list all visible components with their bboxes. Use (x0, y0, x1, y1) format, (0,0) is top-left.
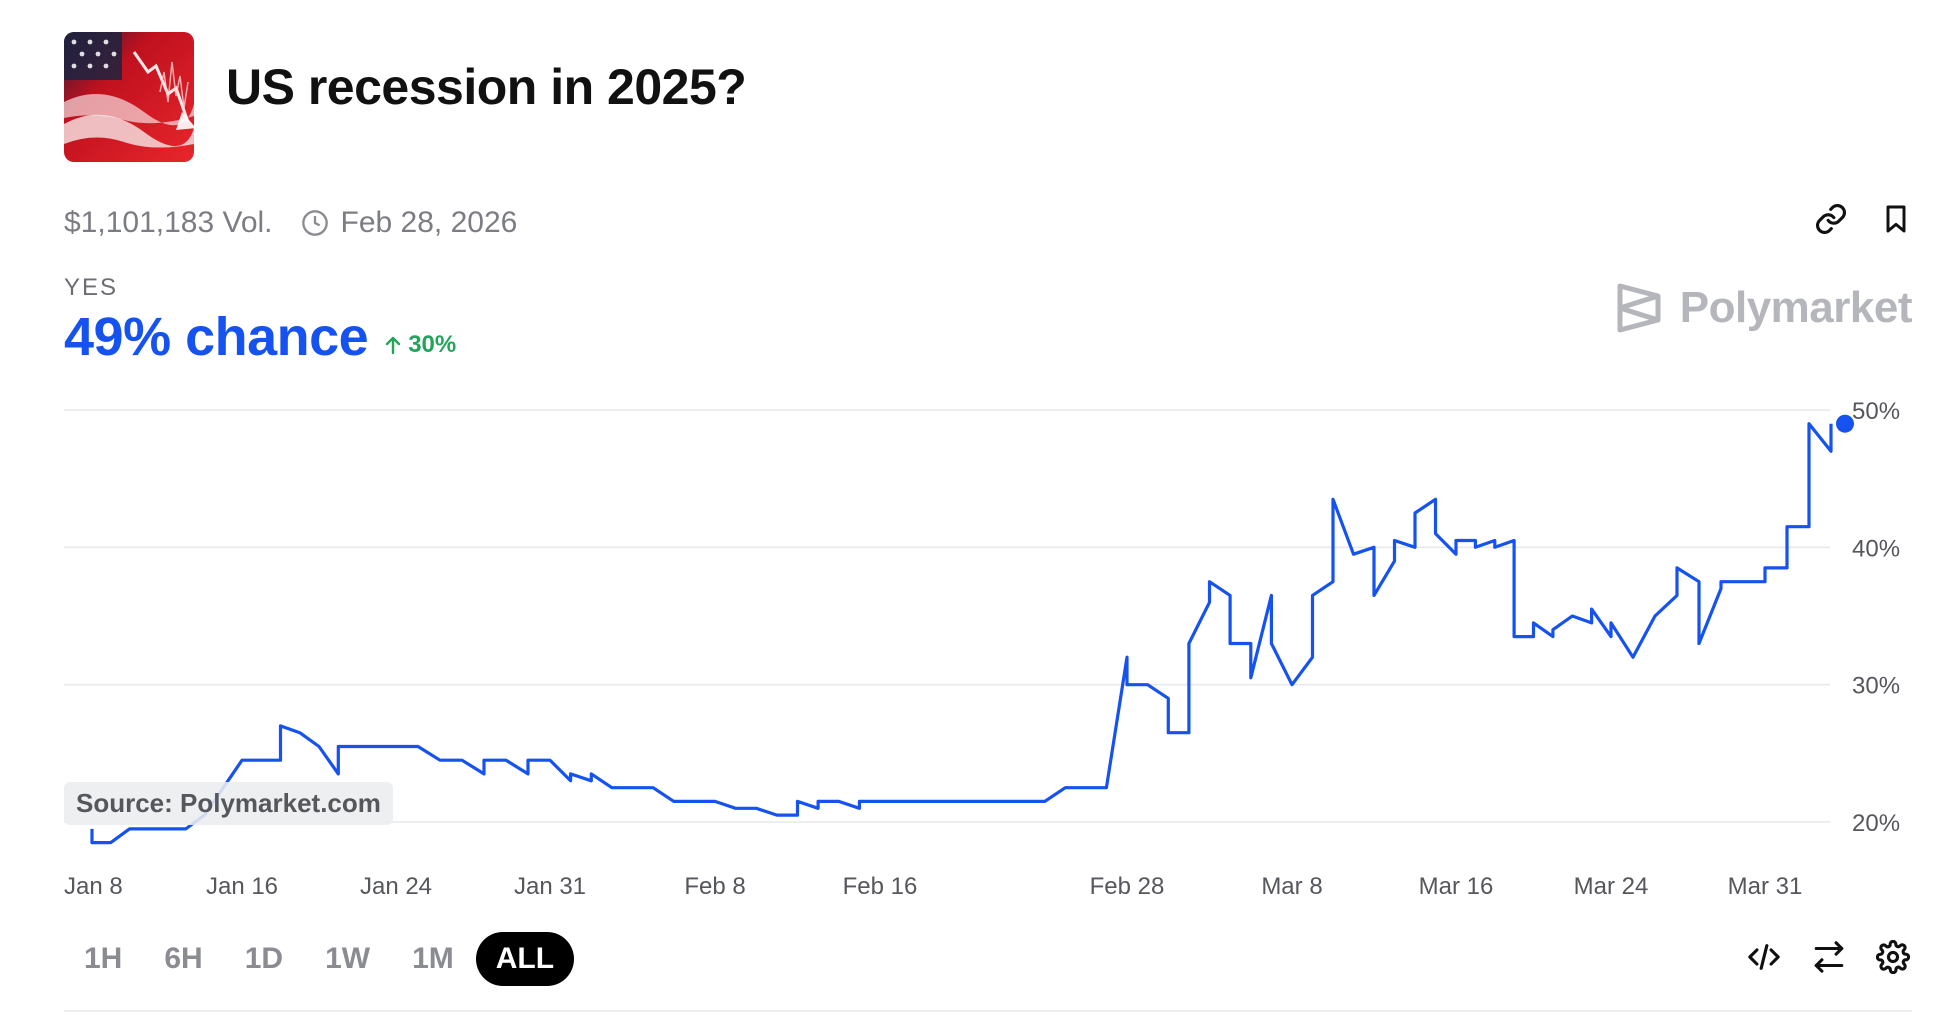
chance-row: 49% chance 30% (64, 306, 456, 368)
y-axis-labels: 50% 40% 30% 20% (1852, 398, 1900, 837)
clock-icon (301, 209, 329, 237)
x-tick-label: Feb 16 (843, 873, 918, 900)
x-tick-label: Mar 24 (1574, 873, 1649, 900)
current-point-marker (1836, 414, 1854, 433)
range-button-1d[interactable]: 1D (244, 942, 284, 975)
y-tick-label: 30% (1852, 673, 1900, 700)
chance-value: 49% chance (64, 307, 369, 367)
price-chart: 50% 40% 30% 20% Jan 8 Jan 16 Jan 24 Jan 31 Feb … (64, 398, 1900, 900)
x-tick-label: Feb 28 (1090, 873, 1165, 900)
us-flag-recession-image (64, 32, 194, 162)
bookmark-icon[interactable] (1880, 202, 1912, 236)
market-thumbnail (64, 32, 194, 162)
x-tick-label: Mar 8 (1261, 873, 1322, 900)
polymarket-logo (1617, 283, 1661, 333)
end-date-text: Feb 28, 2026 (340, 206, 518, 239)
x-tick-label: Jan 31 (514, 873, 586, 900)
x-tick-label: Feb 8 (684, 873, 745, 900)
brand-name: Polymarket (1679, 283, 1913, 332)
x-tick-label: Mar 16 (1419, 873, 1494, 900)
gear-icon[interactable] (1876, 940, 1910, 974)
series-line-yes (90, 422, 1833, 845)
bottom-divider (64, 1010, 1912, 1012)
range-button-all[interactable]: ALL (475, 932, 575, 986)
market-title: US recession in 2025? (226, 59, 747, 115)
change-indicator: 30% (384, 331, 456, 359)
change-value: 30% (408, 331, 457, 358)
time-range-selector: 1H 6H 1D 1W 1M ALL (64, 932, 575, 986)
x-tick-label: Jan 8 (64, 873, 123, 900)
source-label: Source: Polymarket.com (64, 782, 393, 825)
market-meta: $1,101,183 Vol. Feb 28, 2026 (64, 206, 517, 240)
brand-watermark: Polymarket (1614, 280, 1913, 336)
y-tick-label: 40% (1852, 535, 1900, 562)
x-tick-label: Mar 31 (1728, 873, 1803, 900)
outcome-label: YES (64, 274, 119, 301)
y-tick-label: 20% (1852, 810, 1900, 837)
x-tick-label: Jan 24 (360, 873, 432, 900)
y-tick-label: 50% (1852, 398, 1900, 425)
top-actions (1814, 202, 1912, 236)
arrow-up-icon (385, 336, 401, 355)
x-axis-labels: Jan 8 Jan 16 Jan 24 Jan 31 Feb 8 Feb 16 Feb 28… (64, 873, 1802, 900)
range-button-6h[interactable]: 6H (164, 942, 203, 975)
code-embed-icon[interactable] (1746, 940, 1782, 974)
swap-arrows-icon[interactable] (1812, 940, 1846, 974)
range-button-1h[interactable]: 1H (84, 942, 123, 975)
volume-text: $1,101,183 Vol. (64, 206, 273, 239)
range-button-1w[interactable]: 1W (325, 942, 371, 975)
chart-actions (1746, 940, 1910, 974)
link-icon[interactable] (1814, 202, 1848, 236)
x-tick-label: Jan 16 (206, 873, 278, 900)
range-button-1m[interactable]: 1M (412, 942, 454, 975)
